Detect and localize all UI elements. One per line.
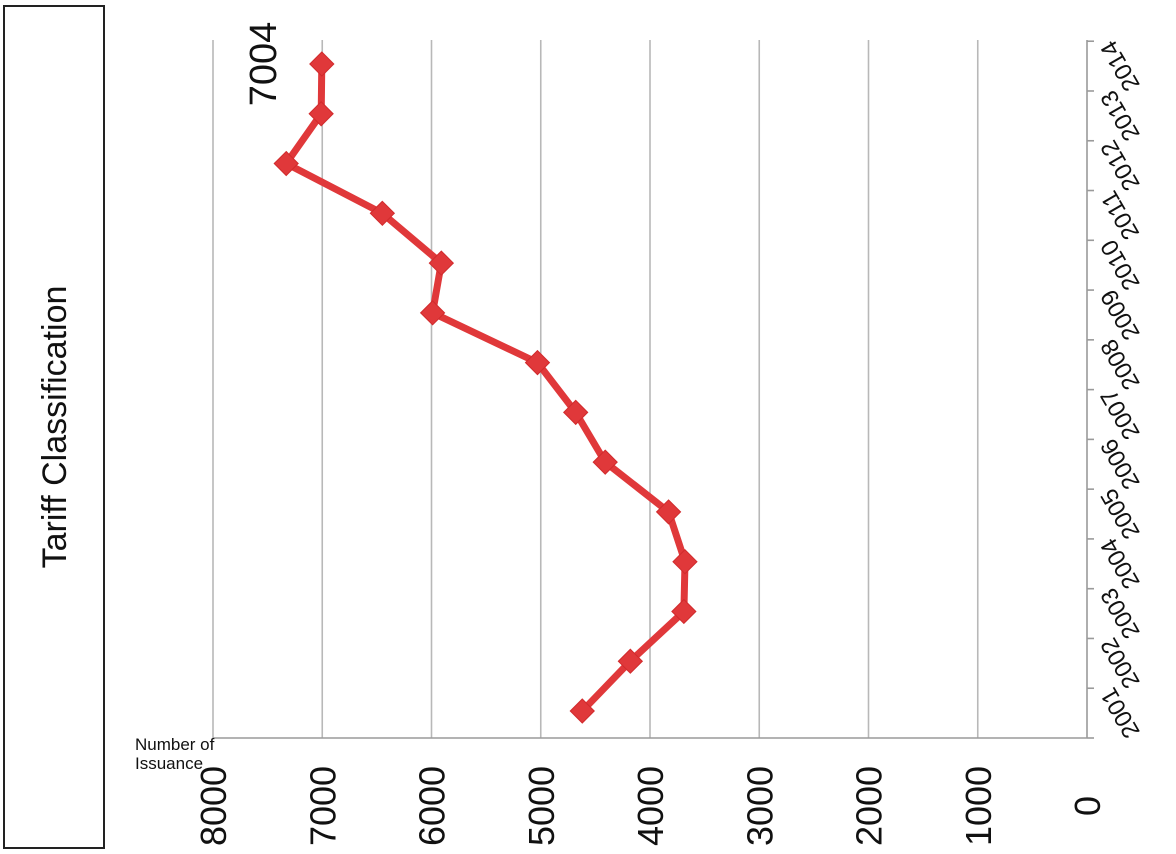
data-point-2001 <box>569 698 595 724</box>
value-tick-5000: 5000 <box>521 766 562 846</box>
value-axis-label: Number of Issuance <box>135 735 215 773</box>
data-point-2006 <box>592 449 618 475</box>
value-tick-8000: 8000 <box>193 766 234 846</box>
value-tick-labels: 8000 7000 6000 5000 4000 3000 2000 1000 0 <box>193 766 1108 846</box>
data-point-2003 <box>671 598 697 625</box>
chart-title-box <box>3 5 105 849</box>
data-point-2009 <box>419 300 446 326</box>
series-line <box>282 60 689 715</box>
category-tick-2014: 2014 <box>1095 36 1145 96</box>
value-tick-4000: 4000 <box>630 766 671 846</box>
gridlines <box>212 40 979 738</box>
value-axis-title: Number of Issuance <box>135 735 215 773</box>
data-point-2007 <box>563 399 589 426</box>
value-axis-title-line: Issuance <box>135 754 203 773</box>
value-tick-3000: 3000 <box>739 766 780 846</box>
data-point-2014 <box>309 51 335 77</box>
value-tick-2000: 2000 <box>849 766 890 846</box>
data-point-2005 <box>655 499 682 525</box>
data-point-2010 <box>428 250 455 276</box>
category-tick-labels: 2001200220032004200520062007200820092010… <box>1095 36 1145 743</box>
annotations: 7004 <box>243 22 285 107</box>
axes <box>213 40 1094 739</box>
data-point-2012 <box>273 150 299 177</box>
data-point-2002 <box>617 648 644 674</box>
category-tick-2011: 2011 <box>1096 186 1145 244</box>
data-point-2004 <box>672 548 698 575</box>
value-tick-6000: 6000 <box>412 766 453 846</box>
data-point-2008 <box>524 349 551 376</box>
value-tick-7000: 7000 <box>302 766 343 846</box>
data-point-2011 <box>369 200 396 227</box>
series-layer <box>273 51 698 724</box>
data-label-2014: 7004 <box>243 22 285 107</box>
data-point-2013 <box>308 101 334 127</box>
chart-title-group: Tariff Classification <box>3 5 105 849</box>
chart-title: Tariff Classification <box>36 286 74 569</box>
value-axis-title-line: Number of <box>135 735 215 754</box>
value-tick-1000: 1000 <box>958 766 999 846</box>
value-tick-0: 0 <box>1067 796 1108 816</box>
